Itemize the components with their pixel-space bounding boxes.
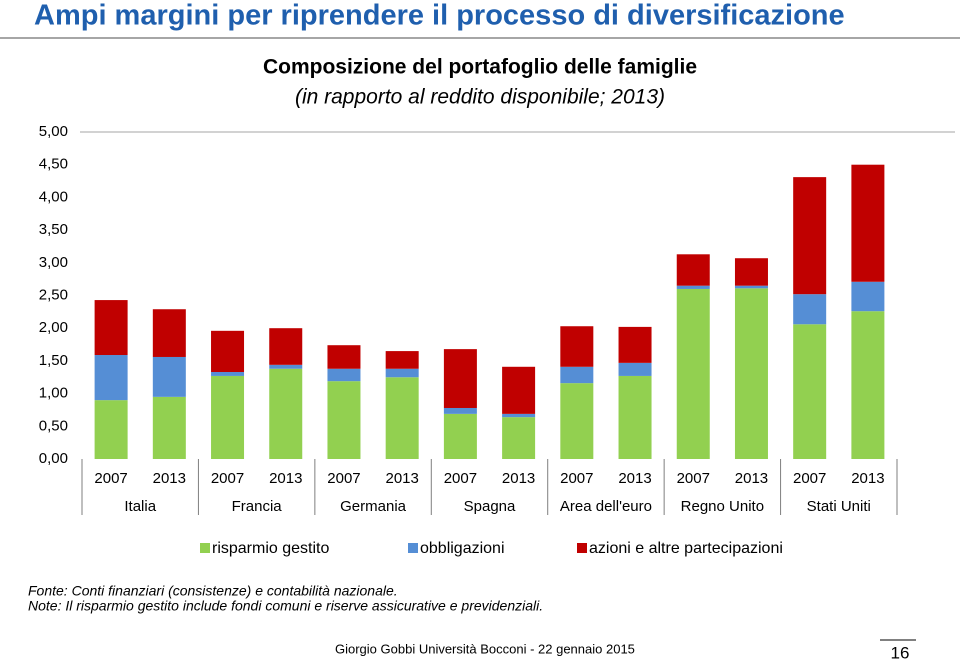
bar-segment (94, 400, 128, 459)
slide-title: Ampi margini per riprendere il processo … (34, 0, 845, 32)
group-label: Spagna (464, 498, 516, 515)
note: Fonte: Conti finanziari (consistenze) e … (28, 583, 398, 599)
bar-segment (327, 381, 361, 459)
y-tick-label: 0,00 (39, 450, 68, 467)
x-tick-label: 2013 (618, 470, 651, 487)
bar-segment (443, 407, 477, 414)
legend-label: azioni e altre partecipazioni (589, 540, 783, 557)
x-tick-label: 2013 (851, 470, 884, 487)
x-tick-label: 2007 (94, 470, 127, 487)
legend-swatch (577, 543, 587, 553)
group-label: Francia (232, 498, 283, 515)
bar-segment (269, 368, 303, 459)
bar-segment (560, 326, 594, 367)
bar-segment (94, 300, 128, 356)
x-tick-label: 2007 (444, 470, 477, 487)
legend-swatch (200, 543, 210, 553)
bar-segment (502, 417, 536, 459)
chart-title: Composizione del portafoglio delle famig… (263, 56, 697, 79)
bar-segment (502, 366, 536, 414)
bar-segment (618, 362, 652, 376)
x-tick-label: 2013 (385, 470, 418, 487)
y-tick-label: 0,50 (39, 417, 68, 434)
bar-segment (676, 285, 710, 289)
bar-segment (618, 326, 652, 363)
legend-label: risparmio gestito (212, 540, 329, 557)
note: Note: Il risparmio gestito include fondi… (28, 598, 543, 614)
bar-segment (385, 377, 419, 459)
bar-segment (560, 383, 594, 459)
bar-segment (793, 324, 827, 459)
x-tick-label: 2007 (677, 470, 710, 487)
bar-segment (851, 164, 885, 282)
y-tick-label: 1,00 (39, 385, 68, 402)
bar-segment (385, 368, 419, 378)
bar-segment (152, 396, 186, 459)
bar-segment (211, 375, 245, 459)
group-label: Germania (340, 498, 407, 515)
bar-segment (618, 375, 652, 459)
x-tick-label: 2007 (793, 470, 826, 487)
y-tick-label: 4,50 (39, 156, 68, 173)
group-label: Area dell'euro (560, 498, 652, 515)
bar-segment (560, 366, 594, 384)
bar-segment (94, 355, 128, 401)
bar-segment (211, 372, 245, 376)
y-tick-label: 1,50 (39, 352, 68, 369)
x-tick-label: 2007 (211, 470, 244, 487)
legend-label: obbligazioni (420, 540, 505, 557)
bar-segment (327, 345, 361, 369)
bar-segment (443, 349, 477, 408)
bar-segment (269, 328, 303, 365)
bar-segment (211, 330, 245, 373)
bar-segment (793, 177, 827, 295)
y-tick-label: 3,50 (39, 221, 68, 238)
x-tick-label: 2013 (502, 470, 535, 487)
bar-segment (152, 309, 186, 357)
chart-subtitle: (in rapporto al reddito disponibile; 201… (295, 86, 665, 109)
group-label: Stati Uniti (807, 498, 871, 515)
bar-segment (443, 413, 477, 459)
bar-segment (851, 311, 885, 459)
group-label: Regno Unito (681, 498, 764, 515)
y-tick-label: 2,50 (39, 286, 68, 303)
bar-segment (734, 288, 768, 459)
bar-segment (385, 351, 419, 369)
bar-segment (269, 364, 303, 369)
y-tick-label: 2,00 (39, 319, 68, 336)
bar-segment (502, 413, 536, 418)
x-tick-label: 2007 (327, 470, 360, 487)
y-tick-label: 5,00 (39, 123, 68, 140)
bar-segment (734, 285, 768, 289)
legend-swatch (408, 543, 418, 553)
bar-segment (676, 288, 710, 459)
x-tick-label: 2013 (153, 470, 186, 487)
x-tick-label: 2013 (735, 470, 768, 487)
bar-segment (793, 294, 827, 325)
bar-segment (327, 368, 361, 382)
page-number: 16 (891, 643, 910, 661)
y-tick-label: 3,00 (39, 254, 68, 271)
bar-segment (734, 258, 768, 286)
x-tick-label: 2007 (560, 470, 593, 487)
bar-segment (676, 254, 710, 286)
x-tick-label: 2013 (269, 470, 302, 487)
group-label: Italia (124, 498, 156, 515)
bar-segment (152, 356, 186, 397)
y-tick-label: 4,00 (39, 188, 68, 205)
bar-segment (851, 281, 885, 312)
footer: Giorgio Gobbi Università Bocconi - 22 ge… (335, 641, 635, 656)
